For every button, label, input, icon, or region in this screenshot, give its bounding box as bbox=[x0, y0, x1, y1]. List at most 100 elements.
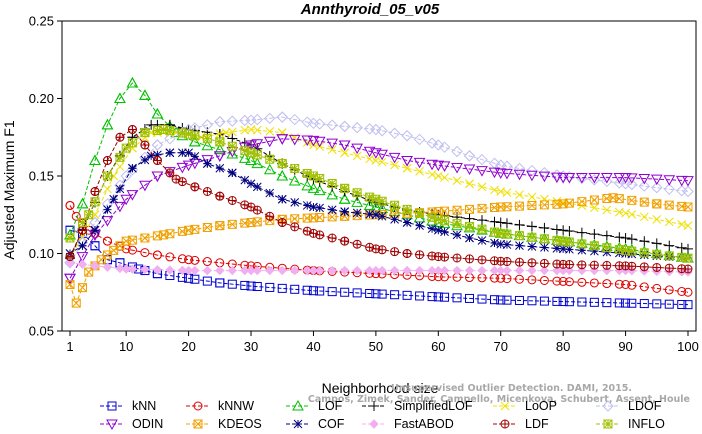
curve-marker bbox=[263, 163, 276, 175]
curve-marker bbox=[177, 265, 188, 276]
legend-entry-knn: kNN bbox=[100, 399, 156, 413]
legend-label: INFLO bbox=[628, 417, 665, 431]
curve-marker bbox=[600, 173, 613, 184]
curve-marker bbox=[677, 286, 687, 296]
curve-marker bbox=[563, 173, 576, 184]
curve-marker bbox=[202, 159, 212, 168]
curve-marker bbox=[227, 168, 237, 178]
curve-marker bbox=[401, 129, 413, 142]
curve-marker bbox=[377, 211, 387, 221]
curve-marker bbox=[527, 265, 537, 276]
legend-marker bbox=[193, 401, 203, 411]
curve-marker bbox=[338, 193, 351, 204]
curve-marker bbox=[577, 277, 587, 287]
curve-marker bbox=[276, 134, 289, 145]
curve-marker bbox=[415, 208, 425, 218]
data-point bbox=[558, 276, 568, 286]
curve-marker bbox=[65, 252, 75, 262]
data-point bbox=[433, 292, 443, 302]
curve-marker bbox=[627, 298, 637, 308]
curve-marker bbox=[240, 175, 250, 185]
curve-marker bbox=[539, 265, 550, 276]
curve-marker bbox=[489, 216, 500, 227]
curve-marker bbox=[513, 162, 526, 175]
legend-label: COF bbox=[318, 417, 345, 431]
curve-marker bbox=[513, 169, 526, 181]
curve-marker bbox=[215, 221, 225, 231]
curve-marker bbox=[502, 295, 512, 305]
data-point bbox=[71, 298, 81, 308]
data-point bbox=[621, 280, 631, 289]
legend-entry-odin: ODIN bbox=[100, 417, 163, 431]
data-point bbox=[683, 300, 693, 310]
legend-entry-lof: LOF bbox=[286, 399, 343, 413]
curve-marker bbox=[502, 265, 512, 276]
legend-marker bbox=[369, 401, 379, 411]
curve-marker bbox=[388, 127, 401, 139]
data-point bbox=[109, 245, 119, 255]
curve-marker bbox=[602, 205, 612, 215]
curve-marker bbox=[102, 156, 112, 165]
curve-marker bbox=[352, 239, 362, 249]
x-tick-label: 30 bbox=[244, 339, 258, 354]
curve-marker bbox=[465, 221, 475, 231]
curve-marker bbox=[564, 260, 574, 269]
curve-marker bbox=[290, 284, 300, 294]
curve-marker bbox=[440, 227, 449, 237]
x-tick-label: 1 bbox=[66, 339, 73, 354]
data-point bbox=[276, 169, 289, 181]
curve-marker bbox=[589, 229, 600, 240]
data-point bbox=[183, 265, 194, 276]
curve-marker bbox=[78, 241, 87, 251]
data-point bbox=[432, 139, 445, 151]
curve-marker bbox=[76, 197, 89, 209]
curve-marker bbox=[427, 170, 437, 179]
curve-marker bbox=[177, 128, 187, 138]
curve-marker bbox=[415, 166, 424, 176]
curve-marker bbox=[227, 195, 237, 205]
curve-marker bbox=[276, 169, 289, 181]
curve-marker bbox=[465, 293, 475, 303]
curve-marker bbox=[564, 198, 574, 208]
curve-marker bbox=[576, 173, 588, 184]
curve-marker bbox=[527, 242, 537, 251]
legend: kNN kNNW LOF SimplifiedLOF LoOP LDOF ODIN KDEOS… bbox=[100, 399, 665, 431]
curve-marker bbox=[438, 141, 451, 153]
curve-marker bbox=[539, 234, 549, 244]
curve-marker bbox=[539, 296, 549, 306]
curve-marker bbox=[327, 205, 337, 215]
curve-marker bbox=[140, 140, 150, 150]
curve-marker bbox=[476, 166, 488, 177]
y-tick-label: 0.25 bbox=[29, 14, 54, 29]
curve-marker bbox=[240, 125, 250, 135]
curve-marker bbox=[427, 265, 437, 276]
curve-marker bbox=[127, 125, 137, 134]
x-tick-label: 40 bbox=[306, 339, 320, 354]
curve-marker bbox=[514, 219, 525, 230]
curve-marker bbox=[565, 244, 574, 254]
curve-marker bbox=[552, 199, 562, 209]
curve-marker bbox=[440, 292, 450, 302]
curve-marker bbox=[402, 163, 412, 173]
curve-marker bbox=[588, 174, 601, 186]
curve-marker bbox=[252, 125, 262, 135]
curve-marker bbox=[402, 290, 412, 300]
curve-marker bbox=[288, 134, 301, 146]
curve-marker bbox=[352, 151, 362, 161]
data-point bbox=[558, 225, 569, 236]
curve-marker bbox=[277, 194, 287, 204]
curve-marker bbox=[252, 150, 262, 160]
curve-marker bbox=[90, 241, 100, 251]
curve-marker bbox=[289, 113, 301, 126]
curve-marker bbox=[339, 265, 350, 276]
curve-marker bbox=[527, 275, 537, 285]
curve-marker bbox=[76, 252, 89, 263]
curve-marker bbox=[327, 287, 337, 297]
x-tick-label: 90 bbox=[618, 339, 632, 354]
curve-marker bbox=[127, 138, 137, 148]
curve-marker bbox=[501, 218, 512, 229]
curve-marker bbox=[477, 255, 487, 265]
curve-marker bbox=[240, 265, 250, 276]
curve-marker bbox=[390, 290, 400, 300]
curve-marker bbox=[178, 148, 187, 158]
